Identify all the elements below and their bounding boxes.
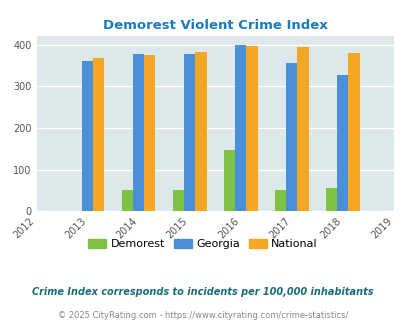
Bar — [133, 54, 144, 211]
Legend: Demorest, Georgia, National: Demorest, Georgia, National — [84, 234, 321, 253]
Bar — [173, 190, 183, 211]
Bar — [223, 149, 234, 211]
Bar — [347, 52, 359, 211]
Bar — [325, 188, 336, 211]
Bar — [195, 52, 206, 211]
Bar — [144, 55, 155, 211]
Bar — [274, 190, 286, 211]
Title: Demorest Violent Crime Index: Demorest Violent Crime Index — [102, 19, 327, 32]
Bar — [82, 61, 93, 211]
Bar — [246, 46, 257, 211]
Bar — [93, 58, 104, 211]
Bar — [336, 75, 347, 211]
Bar — [296, 47, 308, 211]
Bar — [183, 54, 195, 211]
Bar — [286, 63, 296, 211]
Bar — [234, 45, 246, 211]
Bar — [122, 190, 133, 211]
Text: © 2025 CityRating.com - https://www.cityrating.com/crime-statistics/: © 2025 CityRating.com - https://www.city… — [58, 311, 347, 320]
Text: Crime Index corresponds to incidents per 100,000 inhabitants: Crime Index corresponds to incidents per… — [32, 287, 373, 297]
